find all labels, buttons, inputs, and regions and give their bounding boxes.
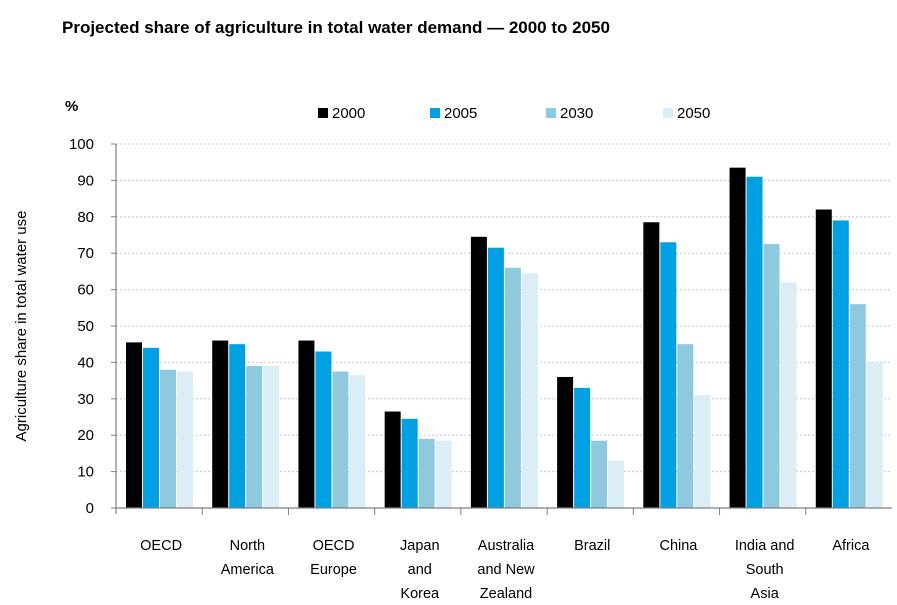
y-tick-label: 70: [77, 245, 94, 262]
bar-2050-7: [780, 282, 797, 508]
axes: [111, 143, 892, 515]
legend-swatch-2050: [663, 108, 673, 118]
y-tick-label: 0: [86, 500, 94, 517]
bar-2030-4: [504, 267, 521, 508]
x-category-label: Brazil: [574, 538, 610, 554]
bar-2000-0: [126, 342, 142, 508]
bar-2005-8: [832, 220, 849, 508]
bar-2030-2: [332, 371, 349, 508]
bar-2005-1: [229, 344, 246, 508]
bar-2005-0: [143, 347, 159, 508]
bar-2005-4: [487, 247, 504, 509]
legend-label-2000: 2000: [332, 105, 365, 122]
bar-2000-2: [298, 340, 315, 508]
bar-2030-5: [591, 440, 608, 508]
legend-label-2050: 2050: [677, 105, 710, 122]
x-category-label: India and South Asia: [735, 538, 795, 602]
y-tick-label: 100: [69, 136, 94, 153]
x-category-label: Japan and Korea: [400, 538, 440, 602]
chart-title: Projected share of agriculture in total …: [62, 18, 610, 37]
x-category-label: OECD: [140, 538, 182, 554]
y-tick-label: 10: [77, 464, 94, 481]
bar-2030-1: [246, 366, 263, 508]
y-tick-label: 30: [77, 391, 94, 408]
bar-2000-6: [643, 222, 660, 508]
bar-2050-5: [608, 460, 625, 508]
bar-2000-5: [557, 376, 574, 508]
bar-2000-7: [729, 167, 746, 508]
bar-2030-7: [763, 244, 780, 508]
bar-2000-1: [212, 340, 229, 508]
y-tick-label: 50: [77, 318, 94, 335]
x-category-labels: OECD North America OECD Europe Japan and Korea A…: [140, 538, 870, 602]
y-unit-label: %: [65, 98, 78, 115]
bar-2000-8: [815, 209, 832, 508]
bar-2030-6: [677, 344, 694, 508]
bar-2030-8: [849, 304, 866, 508]
bar-2000-4: [470, 236, 487, 508]
bar-2005-5: [574, 387, 591, 508]
x-category-label: Australia and New Zealand: [477, 538, 535, 602]
y-tick-label: 80: [77, 209, 94, 226]
bar-2050-1: [263, 366, 280, 508]
bar-2030-0: [160, 369, 176, 508]
legend: 2000 2005 2030 2050: [318, 105, 710, 122]
bar-2000-3: [384, 411, 401, 508]
bar-2005-6: [660, 242, 677, 508]
y-tick-label: 60: [77, 282, 94, 299]
legend-swatch-2030: [546, 108, 556, 118]
legend-label-2030: 2030: [560, 105, 593, 122]
legend-swatch-2000: [318, 108, 328, 118]
x-category-label: OECD Europe: [310, 538, 357, 578]
bar-2050-0: [177, 371, 193, 508]
x-category-label: Africa: [832, 538, 870, 554]
bar-2050-6: [694, 395, 711, 508]
legend-swatch-2005: [430, 108, 440, 118]
bar-2030-3: [418, 438, 435, 508]
bar-2050-8: [866, 362, 883, 508]
x-category-label: China: [659, 538, 698, 554]
bars: [126, 167, 883, 509]
bar-2005-7: [746, 176, 763, 508]
y-tick-label: 90: [77, 172, 94, 189]
gridlines: [116, 143, 892, 473]
bar-2050-2: [349, 375, 366, 508]
bar-2005-3: [401, 418, 418, 508]
y-tick-labels: 0 10 20 30 40 50 60 70 80 90 100: [69, 136, 94, 517]
y-tick-label: 40: [77, 354, 94, 371]
legend-label-2005: 2005: [444, 105, 477, 122]
x-category-label: North America: [221, 538, 275, 578]
y-tick-label: 20: [77, 427, 94, 444]
y-axis-title: Agriculture share in total water use: [13, 211, 30, 442]
bar-2050-3: [435, 440, 452, 508]
bar-2005-2: [315, 351, 332, 508]
bar-2050-4: [521, 273, 538, 508]
